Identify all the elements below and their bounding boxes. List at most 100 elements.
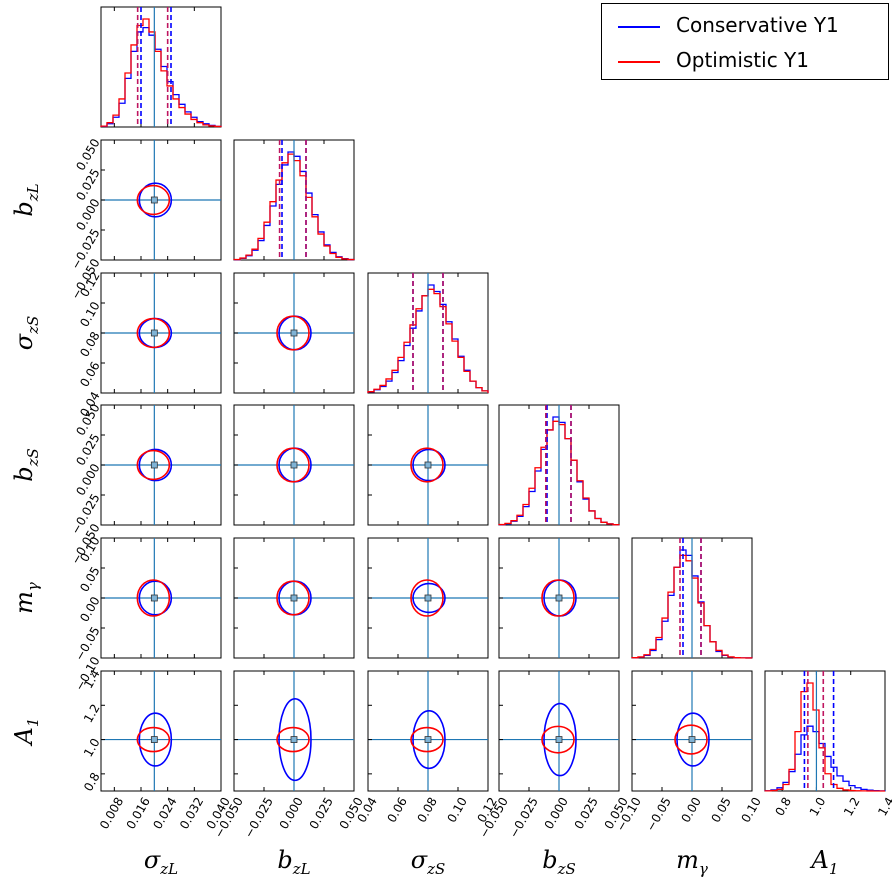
x-axis-label-b_zS: bzS: [542, 846, 576, 878]
legend-label-optimistic: Optimistic Y1: [676, 48, 809, 72]
contour-conservative: [412, 448, 446, 482]
axis-label-symbol: b: [10, 466, 38, 481]
axis-label-subscript: zL: [159, 860, 178, 878]
contour-conservative: [412, 582, 446, 614]
x-tick-label: −0.025: [507, 795, 541, 840]
x-tick-label: 0.024: [150, 795, 179, 832]
contour-optimistic: [136, 317, 171, 349]
panel-A_1-m_gamma: [631, 670, 753, 792]
panel-b_zS-b_zL: [233, 404, 355, 526]
x-tick-label: −0.025: [242, 795, 276, 840]
x-tick-label: 0.016: [124, 795, 153, 832]
y-axis-label-m_gamma: mγ: [10, 582, 42, 614]
truth-marker: [555, 594, 563, 602]
panel-m_gamma-m_gamma: [631, 537, 753, 659]
truth-marker: [150, 196, 158, 204]
legend-line-optimistic: [618, 61, 660, 63]
truth-marker: [150, 594, 158, 602]
truth-marker: [290, 594, 298, 602]
legend-line-conservative: [618, 26, 660, 28]
contour-optimistic: [410, 447, 444, 483]
y-tick-label: 0.025: [73, 166, 102, 203]
legend-entry-conservative: Conservative Y1: [602, 12, 888, 42]
axis-label-symbol: m: [676, 846, 699, 874]
truth-marker: [290, 329, 298, 337]
panel-b_zS-sigma_zL: [100, 404, 222, 526]
truth-marker: [290, 736, 298, 743]
contour-optimistic: [136, 579, 171, 617]
truth-marker: [424, 594, 432, 602]
y-tick-label: 0.000: [73, 196, 102, 233]
x-tick-label: 0.10: [738, 795, 763, 825]
axis-label-subscript: 1: [829, 860, 839, 878]
contour-conservative: [138, 448, 173, 482]
panel-b_zL-sigma_zL: [100, 139, 222, 261]
contour-optimistic: [136, 449, 171, 481]
axis-label-symbol: σ: [144, 846, 161, 874]
contour-optimistic: [276, 447, 310, 483]
contour-optimistic: [136, 184, 171, 216]
contour-optimistic: [276, 315, 310, 351]
contour-conservative: [138, 712, 173, 767]
histogram-optimistic: [100, 18, 222, 128]
contour-optimistic: [410, 579, 444, 617]
contour-conservative: [412, 709, 446, 770]
axis-label-subscript: zL: [292, 860, 311, 878]
legend: Conservative Y1 Optimistic Y1: [601, 3, 889, 80]
y-axis-label-sigma_zS: σzS: [10, 316, 42, 351]
panel-A_1-b_zS: [498, 670, 620, 792]
x-tick-label: −0.05: [643, 795, 674, 834]
panel-sigma_zS-sigma_zL: [100, 272, 222, 394]
y-tick-label: 0.000: [73, 461, 102, 498]
axis-label-subscript: zS: [426, 860, 445, 878]
truth-marker: [688, 736, 696, 743]
x-tick-label: 0.025: [572, 795, 601, 832]
x-tick-label: 0.00: [678, 795, 703, 825]
panel-A_1-A_1: [764, 670, 886, 792]
panel-sigma_zS-b_zL: [233, 272, 355, 394]
contour-optimistic: [276, 580, 310, 616]
x-tick-label: 0.000: [542, 795, 571, 832]
x-axis-label-sigma_zL: σzL: [144, 846, 178, 878]
contour-optimistic: [541, 579, 575, 617]
axis-label-subscript: γ: [24, 582, 42, 591]
axis-label-symbol: A: [10, 727, 38, 746]
axis-label-subscript: 1: [24, 718, 42, 728]
x-tick-label: 1.4: [875, 795, 892, 819]
y-tick-label: 0.050: [73, 136, 102, 173]
y-tick-label: 1.0: [81, 736, 103, 760]
panel-A_1-sigma_zL: [100, 670, 222, 792]
panel-b_zL-b_zL: [233, 139, 355, 261]
x-tick-label: 0.008: [97, 795, 126, 832]
axis-label-symbol: b: [277, 846, 292, 874]
x-tick-label: 1.2: [841, 795, 863, 819]
panel-sigma_zL-sigma_zL: [100, 6, 222, 128]
contour-optimistic: [276, 726, 310, 753]
axis-label-subscript: zL: [24, 183, 42, 202]
x-tick-label: 0.025: [307, 795, 336, 832]
x-tick-label: 0.000: [277, 795, 306, 832]
x-tick-label: 0.8: [772, 795, 794, 819]
x-axis-label-b_zL: bzL: [277, 846, 310, 878]
y-axis-label-A_1: A1: [10, 718, 42, 747]
contour-conservative: [278, 697, 312, 782]
axis-label-symbol: σ: [10, 333, 38, 350]
truth-marker: [424, 736, 432, 743]
panel-frame: [100, 670, 222, 792]
y-tick-label: 0.10: [77, 299, 102, 329]
x-tick-label: 0.08: [414, 795, 439, 825]
axis-label-subscript: zS: [557, 860, 576, 878]
axis-label-subscript: γ: [699, 860, 708, 878]
axis-label-symbol: σ: [411, 846, 428, 874]
truth-marker: [150, 461, 158, 469]
contour-conservative: [676, 712, 710, 767]
panel-A_1-b_zL: [233, 670, 355, 792]
y-tick-label: 0.025: [73, 431, 102, 468]
x-axis-label-m_gamma: mγ: [676, 846, 708, 878]
x-axis-label-sigma_zS: σzS: [411, 846, 446, 878]
contour-conservative: [543, 702, 577, 777]
y-tick-label: −0.05: [72, 624, 103, 663]
truth-marker: [424, 461, 432, 469]
panel-A_1-sigma_zS: [367, 670, 489, 792]
